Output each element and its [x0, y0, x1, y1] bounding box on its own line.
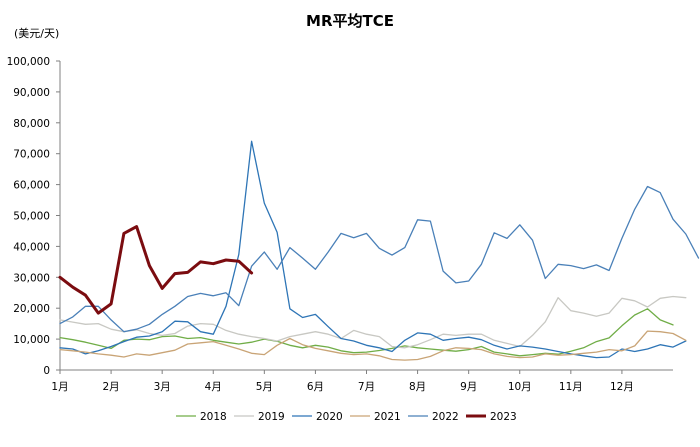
x-tick-label: 6月: [307, 381, 324, 393]
legend-label-2020: 2020: [316, 411, 343, 423]
y-tick-label: 0: [43, 365, 50, 377]
series-line-2018: [59, 308, 674, 357]
series-line-2022: [59, 185, 700, 333]
series-line-2021: [59, 330, 687, 361]
y-tick-label: 50,000: [13, 211, 50, 223]
y-tick-label: 60,000: [13, 180, 50, 192]
axes: 0 10,000 20,000 30,000 40,000 50,000 60,000 70,…: [7, 56, 673, 393]
x-tick-label: 12月: [610, 381, 634, 393]
series-line-2019: [59, 295, 687, 349]
x-tick-label: 11月: [559, 381, 583, 393]
x-tick-label: 8月: [409, 381, 426, 393]
chart-title: MR平均TCE: [306, 12, 394, 30]
y-tick-label: 70,000: [13, 149, 50, 161]
x-tick-label: 10月: [508, 381, 532, 393]
legend-label-2021: 2021: [374, 411, 401, 423]
legend-label-2018: 2018: [200, 411, 227, 423]
y-tick-label: 100,000: [7, 56, 50, 68]
legend-label-2022: 2022: [432, 411, 459, 423]
x-tick-label: 1月: [51, 381, 68, 393]
legend: 2018 2019 2020 2021 2022 2023: [176, 411, 517, 423]
y-tick-label: 30,000: [13, 272, 50, 284]
y-tick-label: 40,000: [13, 241, 50, 253]
x-tick-label: 2月: [102, 381, 119, 393]
y-tick-label: 20,000: [13, 303, 50, 315]
legend-label-2019: 2019: [258, 411, 285, 423]
x-tick-label: 3月: [154, 381, 171, 393]
x-tick-label: 4月: [205, 381, 222, 393]
y-axis-unit-label: (美元/天): [14, 27, 59, 40]
y-tick-label: 80,000: [13, 118, 50, 130]
legend-label-2023: 2023: [490, 411, 517, 423]
series-line-2023: [58, 225, 254, 315]
series-layer: [58, 140, 700, 361]
x-tick-label: 7月: [358, 381, 375, 393]
y-tick-label: 90,000: [13, 87, 50, 99]
series-line-2020: [59, 140, 687, 359]
x-tick-label: 5月: [256, 381, 273, 393]
y-tick-label: 10,000: [13, 334, 50, 346]
x-tick-label: 9月: [460, 381, 477, 393]
